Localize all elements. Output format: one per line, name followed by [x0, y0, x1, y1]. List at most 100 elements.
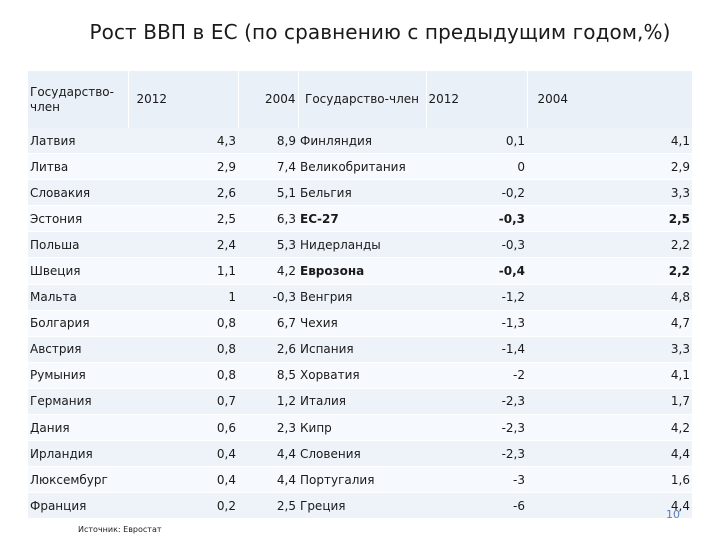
cell-2012-right: -2,3 — [426, 440, 527, 468]
cell-2004-right: 4,8 — [527, 284, 692, 311]
cell-2012-right: -0,3 — [426, 205, 527, 233]
table-row: Польша 2,4 5,3 Нидерланды -0,3 2,2 — [28, 231, 692, 259]
table-row: Литва 2,9 7,4 Великобритания 0 2,9 — [28, 153, 692, 181]
cell-2004-right: 2,2 — [527, 257, 692, 285]
cell-state-right: Испания — [298, 336, 426, 363]
cell-state-left: Эстония — [28, 205, 128, 233]
cell-state-right: Еврозона — [298, 257, 426, 285]
cell-2004-left: 5,3 — [238, 231, 298, 259]
cell-state-right: Нидерланды — [298, 231, 426, 259]
cell-state-right: Италия — [298, 388, 426, 416]
table-row: Швеция 1,1 4,2 Еврозона -0,4 2,2 — [28, 257, 692, 285]
cell-state-left: Болгария — [28, 310, 128, 337]
cell-2004-right: 3,3 — [527, 336, 692, 363]
cell-state-left: Румыния — [28, 362, 128, 389]
cell-state-left: Германия — [28, 388, 128, 416]
table-row: Румыния 0,8 8,5 Хорватия -2 4,1 — [28, 362, 692, 389]
header-2012-right: 2012 — [426, 71, 528, 128]
cell-2012-left: 2,6 — [128, 179, 238, 207]
cell-2012-left: 0,8 — [128, 310, 238, 337]
table-row: Мальта 1 -0,3 Венгрия -1,2 4,8 — [28, 284, 692, 311]
cell-2012-left: 0,8 — [128, 362, 238, 389]
cell-state-right: ЕС-27 — [298, 205, 426, 233]
cell-state-right: Чехия — [298, 310, 426, 337]
cell-2004-right: 4,1 — [527, 362, 692, 389]
table-header-row: Государство-член 2012 2004 Государство-ч… — [28, 71, 693, 128]
cell-2012-right: -0,4 — [426, 257, 527, 285]
cell-2004-left: 2,5 — [238, 492, 298, 520]
cell-state-right: Хорватия — [298, 362, 426, 389]
cell-2004-right: 4,4 — [527, 492, 692, 520]
page-number: 10 — [666, 508, 680, 521]
cell-2004-left: 7,4 — [238, 153, 298, 181]
cell-2012-left: 0,4 — [128, 440, 238, 468]
cell-state-left: Литва — [28, 153, 128, 181]
cell-2012-left: 0,7 — [128, 388, 238, 416]
cell-2004-left: 1,2 — [238, 388, 298, 416]
cell-2012-left: 0,6 — [128, 414, 238, 442]
cell-2004-right: 3,3 — [527, 179, 692, 207]
cell-2012-left: 0,2 — [128, 492, 238, 520]
table-row: Эстония 2,5 6,3 ЕС-27 -0,3 2,5 — [28, 205, 692, 233]
cell-state-right: Португалия — [298, 466, 426, 494]
cell-2012-left: 4,3 — [128, 128, 238, 155]
table-row: Германия 0,7 1,2 Италия -2,3 1,7 — [28, 388, 692, 416]
cell-2012-right: -3 — [426, 466, 527, 494]
cell-2004-left: 4,4 — [238, 466, 298, 494]
cell-2004-right: 2,2 — [527, 231, 692, 259]
table-row: Латвия 4,3 8,9 Финляндия 0,1 4,1 — [28, 128, 692, 155]
cell-2012-right: -2 — [426, 362, 527, 389]
cell-2004-left: 2,3 — [238, 414, 298, 442]
cell-2004-right: 1,6 — [527, 466, 692, 494]
header-2012-left: 2012 — [128, 71, 239, 128]
cell-state-left: Ирландия — [28, 440, 128, 468]
cell-2004-left: 6,3 — [238, 205, 298, 233]
cell-state-left: Латвия — [28, 128, 128, 155]
header-2004-left: 2004 — [238, 71, 299, 128]
cell-2012-left: 2,5 — [128, 205, 238, 233]
gdp-growth-table: Государство-член 2012 2004 Государство-ч… — [28, 71, 693, 520]
cell-state-left: Австрия — [28, 336, 128, 363]
cell-2004-right: 2,9 — [527, 153, 692, 181]
cell-state-right: Финляндия — [298, 128, 426, 155]
cell-2012-left: 0,8 — [128, 336, 238, 363]
table-body: Латвия 4,3 8,9 Финляндия 0,1 4,1 Литва 2,9 7,4 Ве… — [28, 128, 692, 520]
table-row: Ирландия 0,4 4,4 Словения -2,3 4,4 — [28, 440, 692, 468]
table-row: Дания 0,6 2,3 Кипр -2,3 4,2 — [28, 414, 692, 442]
slide-title: Рост ВВП в ЕС (по сравнению с предыдущим… — [89, 20, 671, 44]
cell-state-right: Словения — [298, 440, 426, 468]
cell-2004-right: 2,5 — [527, 205, 692, 233]
table-row: Франция 0,2 2,5 Греция -6 4,4 — [28, 492, 692, 520]
cell-2004-left: 8,9 — [238, 128, 298, 155]
cell-2012-left: 2,4 — [128, 231, 238, 259]
cell-2004-right: 4,1 — [527, 128, 692, 155]
table-row: Люксембург 0,4 4,4 Португалия -3 1,6 — [28, 466, 692, 494]
cell-2012-left: 1 — [128, 284, 238, 311]
table-row: Болгария 0,8 6,7 Чехия -1,3 4,7 — [28, 310, 692, 337]
cell-2004-left: 5,1 — [238, 179, 298, 207]
cell-2012-left: 0,4 — [128, 466, 238, 494]
cell-2012-left: 2,9 — [128, 153, 238, 181]
source-note: Источник: Евростат — [78, 525, 162, 534]
cell-2004-left: 2,6 — [238, 336, 298, 363]
cell-2012-right: -1,3 — [426, 310, 527, 337]
cell-2012-right: 0 — [426, 153, 527, 181]
cell-2012-right: -6 — [426, 492, 527, 520]
cell-state-right: Греция — [298, 492, 426, 520]
cell-2012-right: 0,1 — [426, 128, 527, 155]
cell-state-left: Швеция — [28, 257, 128, 285]
cell-2004-left: 4,4 — [238, 440, 298, 468]
cell-state-left: Люксембург — [28, 466, 128, 494]
cell-2004-left: 8,5 — [238, 362, 298, 389]
cell-state-right: Венгрия — [298, 284, 426, 311]
cell-2004-right: 4,4 — [527, 440, 692, 468]
cell-2012-right: -1,2 — [426, 284, 527, 311]
cell-2004-left: 6,7 — [238, 310, 298, 337]
cell-state-right: Кипр — [298, 414, 426, 442]
table-row: Австрия 0,8 2,6 Испания -1,4 3,3 — [28, 336, 692, 363]
cell-state-left: Дания — [28, 414, 128, 442]
cell-2004-right: 4,7 — [527, 310, 692, 337]
cell-state-left: Словакия — [28, 179, 128, 207]
cell-state-right: Великобритания — [298, 153, 426, 181]
cell-state-left: Мальта — [28, 284, 128, 311]
